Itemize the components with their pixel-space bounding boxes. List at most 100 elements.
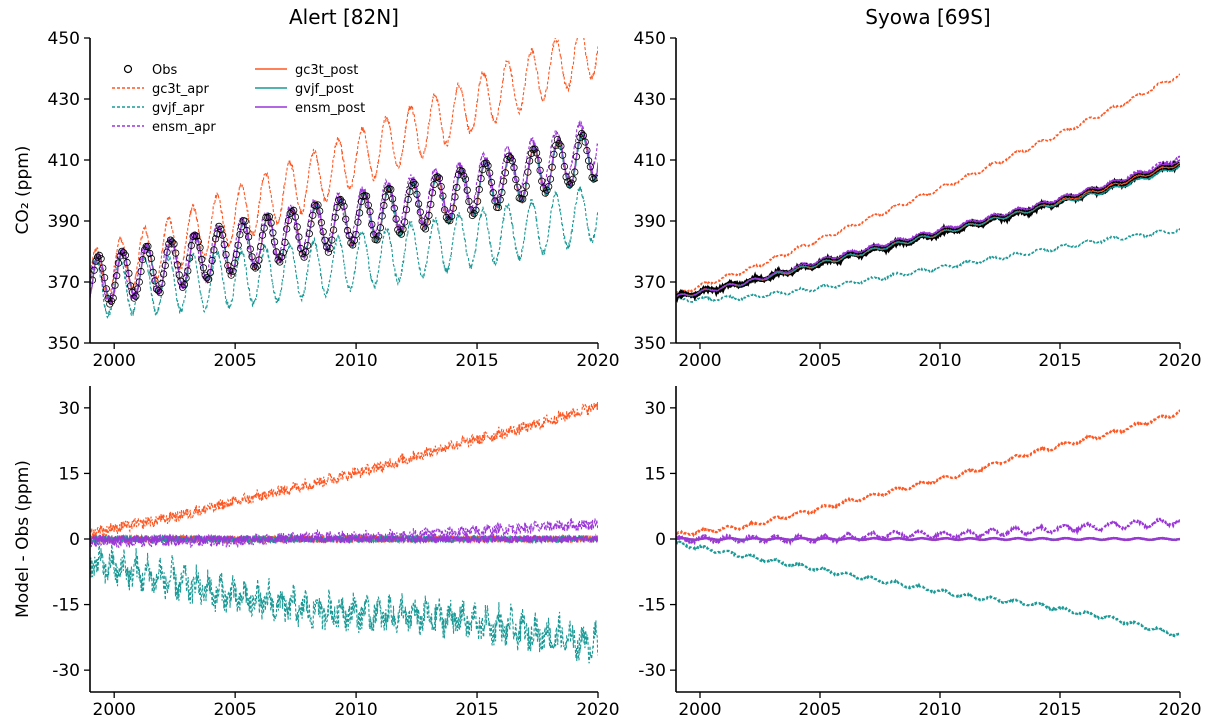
obs-marker	[579, 131, 588, 140]
obs-marker	[184, 267, 192, 275]
y-axis-label-bottom: Model - Obs (ppm)	[13, 460, 33, 618]
obs-marker	[139, 255, 147, 264]
obs-marker	[503, 155, 511, 164]
obs-marker	[163, 248, 171, 256]
obs-marker	[231, 259, 239, 267]
x-tick-label: 2020	[576, 351, 619, 371]
obs-marker	[352, 230, 360, 239]
obs-marker	[388, 195, 397, 203]
panel-1: 2000 2005 2010 2015 2020 350 370 390 410 430 450 Al…	[48, 5, 620, 371]
obs-marker	[447, 212, 456, 220]
y-tick-label: -15	[52, 596, 80, 616]
series-line-ensm_post	[676, 159, 1180, 298]
obs-marker	[189, 232, 197, 240]
obs-marker	[250, 262, 258, 271]
obs-marker	[300, 253, 308, 261]
obs-marker	[446, 217, 454, 225]
y-tick-label: 410	[634, 151, 666, 171]
x-tick-label: 2005	[214, 351, 257, 371]
obs-marker	[125, 269, 133, 277]
obs-marker	[296, 244, 305, 252]
obs-marker	[449, 204, 457, 212]
series-line-ensm_apr	[676, 155, 1180, 298]
legend-label: gc3t_apr	[152, 82, 209, 97]
obs-marker	[243, 226, 251, 235]
obs-marker	[562, 173, 570, 181]
panel-2: 2000 2005 2010 2015 2020 350 370 390 410 430 450 Sy…	[634, 5, 1202, 371]
y-tick-label: 15	[644, 464, 666, 484]
x-tick-label: 2000	[93, 351, 136, 371]
obs-marker	[173, 261, 181, 269]
obs-marker	[123, 258, 131, 267]
series-line-ensm_post	[676, 536, 1180, 542]
obs-marker	[414, 200, 423, 208]
obs-marker	[576, 133, 584, 141]
obs-marker	[536, 166, 544, 174]
obs-marker	[328, 236, 336, 244]
obs-marker	[281, 238, 289, 246]
obs-marker	[132, 292, 140, 300]
obs-marker	[588, 173, 596, 182]
y-tick-label: -30	[52, 661, 80, 681]
obs-marker	[284, 216, 293, 225]
obs-marker	[165, 240, 173, 248]
obs-marker	[484, 162, 492, 170]
obs-marker	[465, 197, 473, 205]
x-tick-label: 2020	[1158, 700, 1201, 718]
obs-marker	[385, 185, 393, 193]
obs-marker	[257, 243, 265, 251]
series-line-gvjf_apr	[676, 539, 1180, 638]
obs-marker	[168, 238, 176, 246]
y-tick-label: 390	[48, 212, 80, 232]
obs-marker	[380, 201, 388, 210]
panel-title: Syowa [69S]	[865, 5, 991, 29]
y-tick-label: 450	[634, 29, 666, 49]
obs-marker	[475, 185, 483, 194]
obs-marker	[590, 175, 598, 183]
obs-marker	[206, 268, 214, 277]
y-tick-label: 15	[58, 464, 80, 484]
obs-marker	[524, 168, 532, 176]
obs-marker	[324, 248, 332, 256]
obs-marker	[392, 215, 400, 223]
obs-marker	[548, 163, 556, 171]
obs-marker	[439, 192, 447, 200]
obs-marker	[307, 220, 315, 228]
obs-marker	[130, 294, 138, 302]
obs-marker	[283, 225, 291, 233]
obs-marker	[494, 203, 502, 212]
obs-marker	[196, 244, 204, 252]
obs-marker	[527, 149, 536, 157]
obs-marker	[373, 236, 381, 244]
obs-marker	[336, 195, 345, 204]
obs-marker	[557, 142, 565, 150]
x-tick-label: 2010	[334, 351, 377, 371]
x-tick-label: 2005	[798, 700, 841, 718]
x-tick-label: 2010	[918, 351, 961, 371]
obs-marker	[133, 285, 142, 293]
series-line-ensm_apr	[90, 120, 598, 303]
obs-marker	[97, 255, 105, 263]
obs-marker	[272, 248, 280, 256]
obs-line	[676, 159, 1180, 303]
y-tick-label: 0	[655, 530, 666, 550]
obs-marker	[515, 194, 523, 202]
obs-marker	[232, 250, 240, 258]
obs-marker	[572, 153, 581, 161]
obs-marker	[401, 218, 409, 226]
obs-marker	[212, 235, 220, 243]
obs-marker	[290, 206, 298, 214]
x-tick-label: 2020	[576, 700, 619, 718]
obs-marker	[477, 175, 485, 183]
obs-marker	[366, 208, 374, 216]
y-tick-label: 0	[69, 530, 80, 550]
x-tick-label: 2015	[455, 351, 498, 371]
obs-marker	[331, 213, 339, 221]
obs-marker	[309, 211, 317, 219]
obs-marker	[295, 233, 303, 241]
y-tick-label: 370	[48, 273, 80, 293]
plot-area	[676, 73, 1180, 303]
obs-marker	[404, 195, 412, 204]
obs-marker	[90, 276, 96, 284]
obs-marker	[508, 157, 516, 165]
